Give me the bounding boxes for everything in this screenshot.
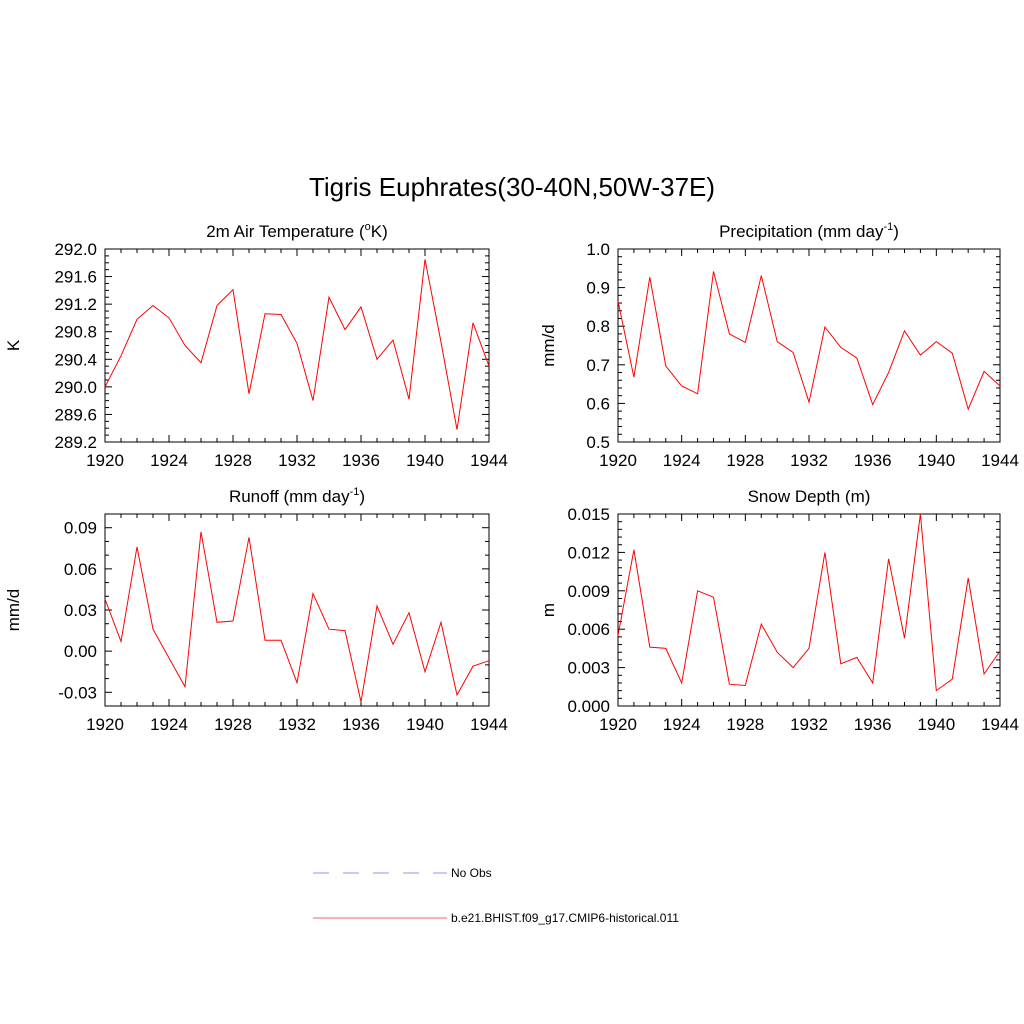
panel-4: 1920 1924 1928 1932 1936 1940 1944 0.000 0.003 0.… [539, 487, 1019, 734]
y-tick-label: 290.0 [54, 378, 97, 397]
x-tick-label: 1928 [726, 715, 764, 734]
x-tick-label: 1944 [470, 715, 508, 734]
x-tick-label: 1924 [663, 451, 701, 470]
x-tick-label: 1932 [278, 715, 316, 734]
y-tick-label: 0.09 [64, 519, 97, 538]
x-tick-label: 1920 [599, 715, 637, 734]
y-tick-label: 289.6 [54, 405, 97, 424]
x-tick-label: 1936 [854, 451, 892, 470]
x-tick-label: 1924 [663, 715, 701, 734]
y-tick-label: 0.000 [567, 697, 610, 716]
x-tick-label: 1924 [150, 715, 188, 734]
y-tick-label: 0.009 [567, 582, 610, 601]
y-tick-label: 0.06 [64, 560, 97, 579]
y-tick-label: 0.006 [567, 620, 610, 639]
series-line [104, 259, 490, 430]
x-tick-label: 1944 [981, 715, 1019, 734]
x-tick-label: 1932 [790, 451, 828, 470]
series-line [617, 271, 1001, 411]
x-tick-label: 1936 [854, 715, 892, 734]
legend-label: No Obs [451, 866, 492, 880]
y-tick-label: 0.9 [586, 279, 610, 298]
x-tick-label: 1928 [726, 451, 764, 470]
y-tick-label: -0.03 [58, 683, 97, 702]
y-tick-label: 292.0 [54, 240, 97, 259]
y-tick-label: 291.2 [54, 295, 97, 314]
series-line [617, 513, 1001, 692]
y-tick-label: 291.6 [54, 268, 97, 287]
panel-2: 1920 1924 1928 1932 1936 1940 1944 0.5 0.6 0.7 0.8… [539, 221, 1019, 470]
legend-label: b.e21.BHIST.f09_g17.CMIP6-historical.011 [451, 911, 679, 925]
y-tick-label: 0.015 [567, 505, 610, 524]
y-tick-label: 1.0 [586, 240, 610, 259]
x-tick-label: 1932 [790, 715, 828, 734]
y-tick-label: 0.00 [64, 642, 97, 661]
x-tick-label: 1928 [214, 715, 252, 734]
x-tick-label: 1928 [214, 451, 252, 470]
plot-frame [617, 513, 1001, 707]
y-tick-label: 0.5 [586, 433, 610, 452]
x-tick-label: 1936 [342, 715, 380, 734]
y-axis-label: K [4, 339, 23, 351]
y-tick-label: 0.03 [64, 601, 97, 620]
y-tick-label: 289.2 [54, 433, 97, 452]
plot-frame [104, 248, 490, 443]
figure-title: Tigris Euphrates(30-40N,50W-37E) [309, 172, 715, 202]
panel-title: Runoff (mm day-1) [229, 486, 365, 506]
legend: No Obs b.e21.BHIST.f09_g17.CMIP6-historic… [313, 866, 679, 925]
y-tick-label: 290.4 [54, 350, 97, 369]
y-axis-label: m [539, 603, 558, 617]
y-axis-label: mm/d [539, 324, 558, 367]
x-tick-label: 1944 [981, 451, 1019, 470]
x-tick-label: 1940 [406, 451, 444, 470]
x-tick-label: 1940 [917, 715, 955, 734]
y-tick-label: 290.8 [54, 323, 97, 342]
y-tick-label: 0.6 [586, 394, 610, 413]
panel-title: Snow Depth (m) [748, 487, 871, 506]
x-tick-label: 1936 [342, 451, 380, 470]
panel-1: 1920 1924 1928 1932 1936 1940 1944 289.2 289.6 29… [4, 221, 508, 470]
x-tick-label: 1920 [86, 451, 124, 470]
plot-frame [617, 248, 1001, 443]
x-tick-label: 1940 [917, 451, 955, 470]
panel-title: 2m Air Temperature (oK) [206, 221, 388, 241]
y-tick-label: 0.8 [586, 317, 610, 336]
panel-title: Precipitation (mm day-1) [719, 221, 899, 241]
y-axis-label: mm/d [4, 589, 23, 632]
series-line [104, 531, 490, 703]
plot-frame [104, 513, 490, 707]
x-tick-label: 1924 [150, 451, 188, 470]
x-tick-label: 1944 [470, 451, 508, 470]
panels: 1920 1924 1928 1932 1936 1940 1944 289.2 289.6 29… [4, 221, 1019, 734]
y-tick-label: 0.012 [567, 543, 610, 562]
panel-3: 1920 1924 1928 1932 1936 1940 1944 -0.03 0.00 0.0… [4, 486, 508, 734]
x-tick-label: 1920 [599, 451, 637, 470]
y-tick-label: 0.7 [586, 356, 610, 375]
x-tick-label: 1932 [278, 451, 316, 470]
x-tick-label: 1940 [406, 715, 444, 734]
y-tick-label: 0.003 [567, 659, 610, 678]
x-tick-label: 1920 [86, 715, 124, 734]
